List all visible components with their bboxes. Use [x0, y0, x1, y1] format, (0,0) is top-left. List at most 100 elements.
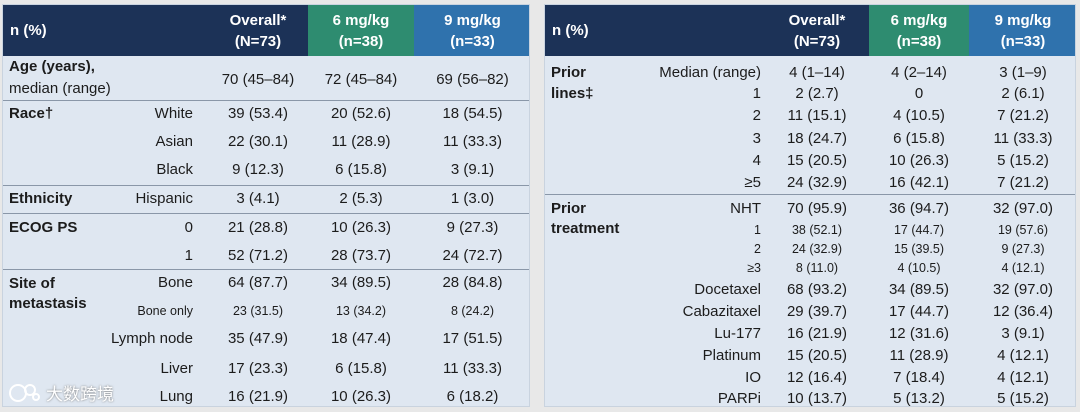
col-overall-title: Overall*	[229, 11, 287, 29]
ethnicity-cell: 2 (5.3)	[339, 190, 383, 207]
treatment-label: 1	[754, 223, 761, 237]
divider	[3, 213, 529, 214]
treatment-cell: 34 (89.5)	[888, 281, 950, 298]
site-cell: 13 (34.2)	[335, 304, 387, 318]
site-cell: 28 (84.8)	[442, 274, 503, 291]
lines-title-line2: lines‡	[551, 85, 594, 102]
treatment-cell: 19 (57.6)	[997, 223, 1049, 237]
site-cell: 10 (26.3)	[330, 388, 392, 405]
treatment-label: Cabazitaxel	[682, 303, 761, 320]
col-9mg: 9 mg/kg (n=33)	[969, 5, 1075, 56]
treatment-cell: 15 (39.5)	[893, 242, 945, 256]
table-header: n (%) Overall* (N=73) 6 mg/kg (n=38) 9 m…	[545, 5, 1075, 56]
divider	[3, 100, 529, 101]
treatment-cell: 3 (9.1)	[1001, 325, 1045, 342]
ecog-cell: 28 (73.7)	[330, 247, 392, 264]
site-label: Liver	[160, 360, 193, 377]
watermark-text: 大数跨境	[46, 385, 114, 404]
treatment-cell: 8 (11.0)	[795, 261, 839, 275]
lines-cell: 15 (20.5)	[786, 152, 848, 169]
treatment-cell: 68 (93.2)	[786, 281, 848, 298]
ecog-cell: 21 (28.8)	[227, 219, 289, 236]
col-overall-title: Overall*	[788, 11, 846, 29]
site-cell: 34 (89.5)	[330, 274, 392, 291]
site-cell: 6 (18.2)	[446, 388, 499, 405]
treatment-cell: 5 (13.2)	[893, 390, 945, 407]
race-label: White	[154, 105, 193, 122]
site-title-line2: metastasis	[9, 295, 87, 312]
site-label: Lung	[159, 388, 193, 405]
ethnicity-cell: 3 (4.1)	[236, 190, 280, 207]
treatment-cell: 70 (95.9)	[786, 200, 848, 217]
col-overall: Overall* (N=73)	[765, 5, 869, 56]
age-title: Age (years),	[9, 58, 95, 75]
treatment-cell: 12 (16.4)	[786, 369, 848, 386]
col-9mg: 9 mg/kg (n=33)	[414, 5, 529, 56]
lines-cell: 10 (26.3)	[888, 152, 950, 169]
table-header: n (%) Overall* (N=73) 6 mg/kg (n=38) 9 m…	[3, 5, 529, 56]
treatment-cell: 36 (94.7)	[888, 200, 950, 217]
lines-cell: 3 (1–9)	[999, 64, 1047, 81]
lines-cell: 18 (24.7)	[786, 130, 848, 147]
treatment-label: NHT	[730, 200, 761, 217]
treatment-label: PARPi	[717, 390, 761, 407]
treatment-title-line2: treatment	[551, 220, 620, 237]
lines-cell: 0	[914, 85, 924, 102]
ecog-cell: 10 (26.3)	[330, 219, 392, 236]
site-cell: 17 (23.3)	[227, 360, 289, 377]
age-6mg: 72 (45–84)	[324, 71, 398, 88]
treatment-cell: 17 (44.7)	[888, 303, 950, 320]
treatment-cell: 32 (97.0)	[992, 281, 1054, 298]
lines-cell: 7 (21.2)	[997, 107, 1049, 124]
treatment-cell: 9 (27.3)	[1001, 242, 1045, 256]
race-cell: 11 (28.9)	[331, 133, 391, 150]
ecog-label: 0	[184, 219, 193, 236]
lines-title-line1: Prior	[551, 64, 587, 81]
treatment-cell: 24 (32.9)	[791, 242, 843, 256]
divider	[545, 194, 1075, 195]
treatment-cell: 4 (10.5)	[897, 261, 941, 275]
ecog-title: ECOG PS	[9, 219, 78, 236]
col-6mg: 6 mg/kg (n=38)	[869, 5, 969, 56]
site-label: Bone only	[137, 304, 193, 318]
race-cell: 9 (12.3)	[232, 161, 284, 178]
lines-cell: 2 (2.7)	[795, 85, 839, 102]
ethnicity-label: Hispanic	[135, 190, 193, 207]
site-cell: 64 (87.7)	[227, 274, 289, 291]
baseline-table-right: n (%) Overall* (N=73) 6 mg/kg (n=38) 9 m…	[544, 4, 1076, 407]
treatment-cell: 11 (28.9)	[889, 347, 949, 364]
lines-label: 2	[752, 107, 761, 124]
lines-cell: 4 (1–14)	[789, 64, 845, 81]
lines-cell: 6 (15.8)	[893, 130, 945, 147]
treatment-cell: 4 (12.1)	[997, 369, 1049, 386]
col-overall-n: (N=73)	[793, 32, 841, 50]
n-percent-label: n (%)	[10, 22, 47, 39]
lines-cell: 4 (10.5)	[893, 107, 945, 124]
col-overall-n: (N=73)	[234, 32, 282, 50]
ecog-cell: 24 (72.7)	[442, 247, 503, 264]
race-cell: 20 (52.6)	[330, 105, 392, 122]
lines-cell: 5 (15.2)	[997, 152, 1049, 169]
race-cell: 11 (33.3)	[443, 133, 502, 150]
site-cell: 17 (51.5)	[442, 330, 503, 347]
baseline-table-left: n (%) Overall* (N=73) 6 mg/kg (n=38) 9 m…	[2, 4, 530, 407]
treatment-label: IO	[745, 369, 761, 386]
age-overall: 70 (45–84)	[221, 71, 295, 88]
watermark: 大数跨境	[8, 380, 114, 405]
treatment-cell: 29 (39.7)	[786, 303, 848, 320]
divider	[3, 269, 529, 270]
col-6mg-title: 6 mg/kg	[890, 11, 948, 29]
race-label: Asian	[155, 133, 193, 150]
lines-cell: 24 (32.9)	[786, 174, 848, 191]
treatment-cell: 4 (12.1)	[997, 347, 1049, 364]
age-9mg: 69 (56–82)	[436, 71, 509, 88]
treatment-cell: 15 (20.5)	[786, 347, 848, 364]
lines-label: 1	[752, 85, 761, 102]
treatment-cell: 10 (13.7)	[786, 390, 848, 407]
treatment-cell: 12 (31.6)	[888, 325, 950, 342]
treatment-label: Platinum	[702, 347, 761, 364]
site-cell: 18 (47.4)	[330, 330, 392, 347]
treatment-label: 2	[754, 242, 761, 256]
race-title: Race†	[9, 105, 54, 122]
col-6mg: 6 mg/kg (n=38)	[308, 5, 414, 56]
